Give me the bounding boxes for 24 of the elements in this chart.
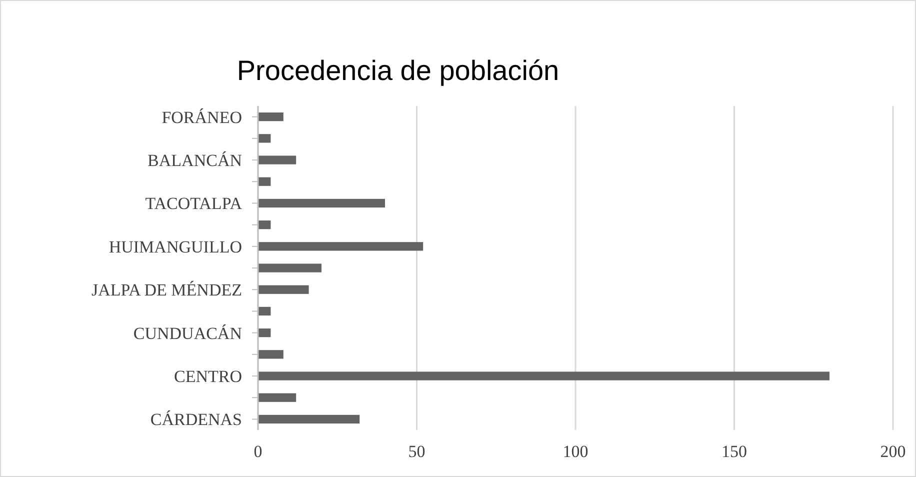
x-tick-label: 200 xyxy=(880,442,906,461)
bar xyxy=(258,264,322,272)
bar xyxy=(258,198,385,208)
x-tick-label: 0 xyxy=(254,442,262,461)
x-tick-label: 100 xyxy=(562,442,588,461)
x-tick-label: 50 xyxy=(408,442,426,461)
bar xyxy=(258,242,424,251)
bar xyxy=(258,393,296,402)
bar xyxy=(258,372,830,380)
y-tick-label: HUIMANGUILLO xyxy=(108,237,242,256)
bar xyxy=(258,414,360,424)
y-tick-label: CÁRDENAS xyxy=(150,410,242,430)
y-tick-label: FORÁNEO xyxy=(162,108,242,127)
y-tick-label: CUNDUACÁN xyxy=(133,324,242,343)
bar xyxy=(258,350,284,359)
y-tick-label: CENTRO xyxy=(174,366,242,386)
bar xyxy=(258,285,309,294)
bar xyxy=(258,156,296,164)
y-tick-label: TACOTALPA xyxy=(145,194,243,214)
chart-title: Procedencia de población xyxy=(236,55,560,86)
y-tick-label: JALPA DE MÉNDEZ xyxy=(92,280,242,300)
bar xyxy=(258,112,284,122)
y-tick-label: BALANCÁN xyxy=(148,150,242,170)
x-tick-label: 150 xyxy=(722,442,747,461)
